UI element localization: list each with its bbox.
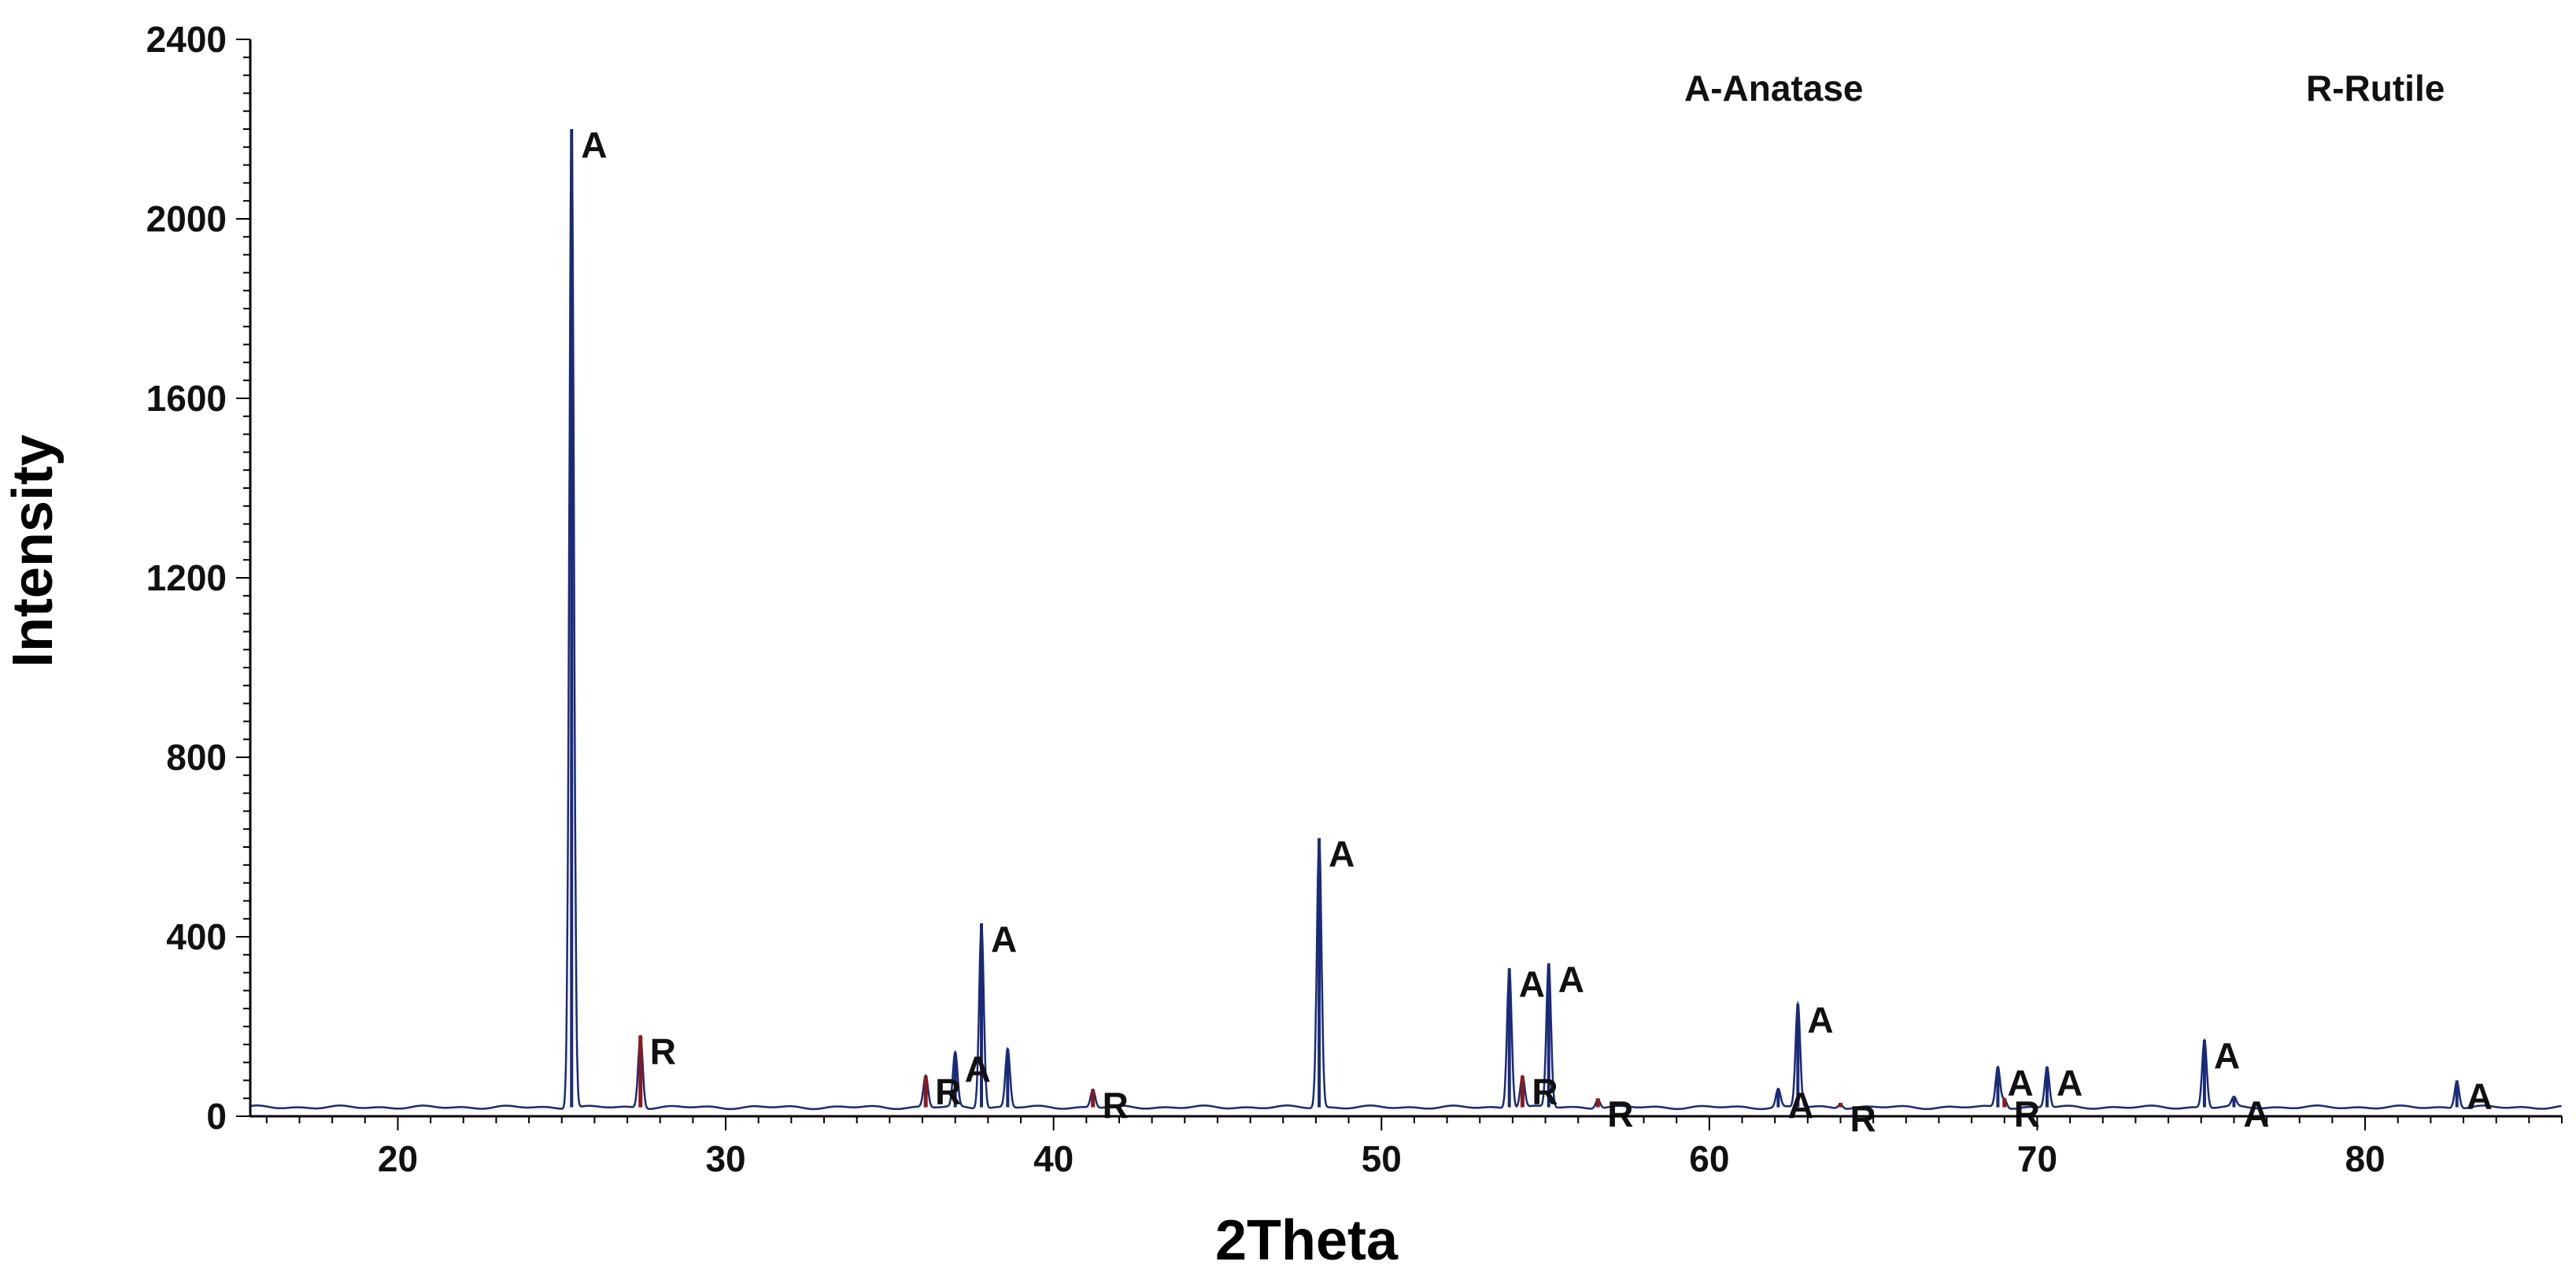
peak-label: A <box>1807 1000 1833 1041</box>
peak-label: A <box>1329 834 1355 875</box>
peak-label: R <box>1103 1085 1129 1126</box>
peak-label: R <box>650 1030 676 1071</box>
x-tick-label: 40 <box>1033 1138 1074 1179</box>
y-axis-title: Intensity <box>2 435 65 668</box>
peak-label: A <box>2467 1075 2493 1116</box>
peak-label: A <box>581 124 607 165</box>
x-axis-title: 2Theta <box>1215 1209 1399 1272</box>
peak-label: A <box>1558 959 1584 1000</box>
peak-label: A <box>2057 1062 2083 1103</box>
peak-label: A <box>1787 1085 1813 1126</box>
peak-label: A <box>965 1049 991 1089</box>
x-tick-label: 70 <box>2017 1138 2057 1179</box>
peak-label: R <box>2014 1093 2040 1134</box>
peak-label: R <box>1850 1098 1876 1139</box>
peak-label: R <box>1607 1093 1633 1134</box>
peak-label: A <box>2214 1035 2240 1076</box>
legend-anatase: A-Anatase <box>1684 68 1864 109</box>
diffraction-pattern-line <box>250 130 2562 1111</box>
x-tick-label: 60 <box>1689 1138 1729 1179</box>
legend-rutile: R-Rutile <box>2306 68 2445 109</box>
y-tick-label: 0 <box>206 1096 227 1137</box>
y-tick-label: 800 <box>166 737 227 778</box>
y-tick-label: 2400 <box>146 19 227 60</box>
y-tick-label: 1200 <box>146 557 227 598</box>
peak-label: A <box>991 919 1017 960</box>
peak-label: A <box>2007 1062 2033 1103</box>
peak-label: A <box>1519 964 1545 1004</box>
peak-label: R <box>1532 1071 1558 1112</box>
y-tick-label: 400 <box>166 916 227 957</box>
peak-label: R <box>935 1071 961 1112</box>
x-tick-label: 20 <box>378 1138 418 1179</box>
peak-label: A <box>2243 1093 2269 1134</box>
y-tick-label: 1600 <box>146 378 227 419</box>
y-tick-label: 2000 <box>146 198 227 239</box>
axes: 0 400 800 1200 1600 2000 2400 20 30 40 50 60 70 80 <box>146 19 2563 1179</box>
x-tick-label: 80 <box>2345 1138 2385 1179</box>
legend: A-Anatase R-Rutile <box>1684 68 2445 109</box>
x-tick-label: 50 <box>1362 1138 1402 1179</box>
x-tick-label: 30 <box>705 1138 745 1179</box>
